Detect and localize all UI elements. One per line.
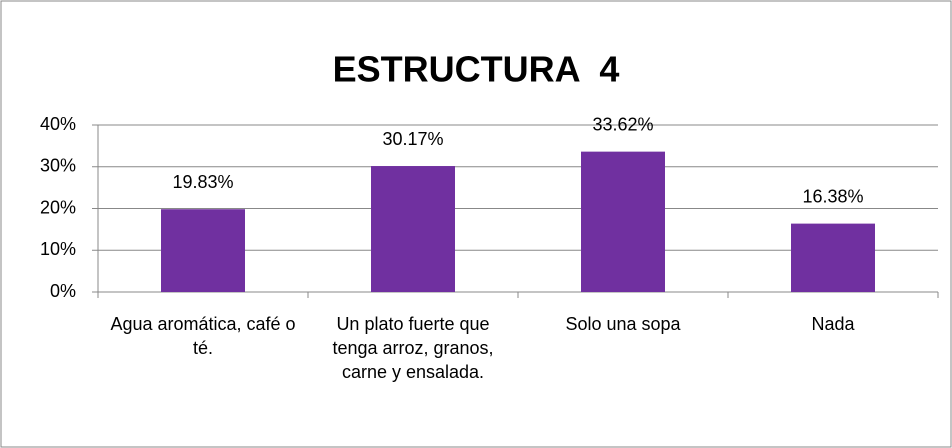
x-tick-label: Agua aromática, café o té. — [110, 314, 296, 358]
y-tick-label: 0% — [50, 281, 76, 301]
y-tick-label: 30% — [40, 156, 76, 176]
chart-title: ESTRUCTURA 4 — [333, 49, 620, 90]
x-tick-label: Un plato fuerte que tenga arroz, granos,… — [332, 314, 494, 382]
y-tick-label: 40% — [40, 114, 76, 134]
bar — [371, 166, 455, 292]
x-tick-label: Nada — [811, 314, 855, 334]
data-label: 30.17% — [382, 129, 443, 149]
y-tick-label: 10% — [40, 239, 76, 259]
y-tick-label: 20% — [40, 197, 76, 217]
data-label: 16.38% — [802, 186, 863, 206]
x-tick-label: Solo una sopa — [565, 314, 681, 334]
bar — [791, 223, 875, 292]
data-label: 19.83% — [172, 172, 233, 192]
bar — [581, 151, 665, 292]
bar — [161, 209, 245, 292]
data-label: 33.62% — [592, 114, 653, 134]
